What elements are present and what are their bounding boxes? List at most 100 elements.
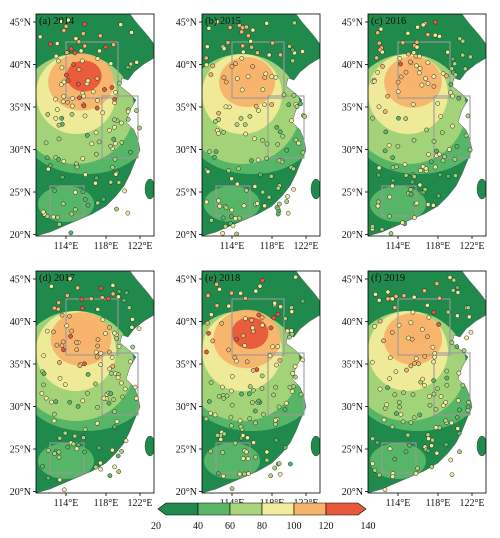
monitoring-station: [450, 123, 455, 129]
monitoring-station: [288, 461, 293, 467]
monitoring-station: [275, 311, 281, 317]
monitoring-station: [217, 203, 223, 209]
map-land: [368, 14, 486, 236]
monitoring-station: [250, 368, 256, 373]
monitoring-station: [387, 376, 392, 381]
monitoring-station: [123, 438, 129, 444]
monitoring-station: [466, 400, 472, 405]
monitoring-station: [97, 33, 103, 39]
monitoring-station: [395, 89, 401, 95]
monitoring-station: [376, 297, 382, 303]
lat-tick-label: 20°N: [176, 230, 197, 241]
monitoring-station: [415, 465, 420, 471]
monitoring-station: [216, 110, 221, 116]
monitoring-station: [216, 131, 221, 136]
monitoring-station: [252, 184, 258, 189]
monitoring-station: [111, 136, 117, 142]
monitoring-station: [108, 143, 113, 149]
monitoring-station: [290, 371, 296, 376]
monitoring-station: [456, 95, 462, 101]
monitoring-station: [449, 420, 454, 426]
monitoring-station: [427, 402, 433, 408]
monitoring-station: [46, 448, 51, 453]
monitoring-station: [434, 281, 440, 286]
monitoring-station: [242, 343, 248, 348]
monitoring-station: [44, 155, 50, 161]
map-panels: (a) 2014 20°N 25°N 30°N 35°N 40°N 45°N 114°E 118…: [10, 13, 487, 509]
monitoring-station: [412, 361, 417, 366]
panel-frame: [367, 270, 487, 494]
lat-tick-label: 40°N: [342, 60, 363, 71]
monitoring-station: [74, 446, 80, 452]
monitoring-station: [455, 398, 461, 403]
colorbar-tick-label: 100: [287, 521, 302, 532]
monitoring-station: [385, 93, 390, 99]
concentration-zone: [370, 443, 426, 479]
monitoring-station: [390, 178, 396, 184]
monitoring-station: [385, 289, 391, 295]
monitoring-station: [95, 200, 101, 206]
monitoring-station: [116, 294, 121, 300]
monitoring-station: [69, 211, 74, 217]
taiwan-island: [144, 435, 154, 457]
monitoring-station: [386, 142, 392, 148]
colorbar-segment: [261, 502, 295, 516]
monitoring-station: [61, 158, 67, 164]
panel-title: (b) 2015: [205, 16, 241, 27]
monitoring-station: [468, 329, 474, 335]
monitoring-station: [238, 116, 244, 121]
monitoring-station: [247, 384, 253, 389]
monitoring-station: [373, 291, 378, 297]
monitoring-station: [77, 95, 82, 101]
monitoring-station: [229, 64, 235, 69]
monitoring-station: [109, 355, 115, 360]
monitoring-station: [223, 223, 228, 229]
taiwan-island: [144, 178, 154, 200]
map-panel-c: (c) 2016 20°N 25°N 30°N 35°N 40°N 45°N 114°E 118…: [342, 13, 487, 252]
monitoring-station: [408, 191, 414, 197]
monitoring-station: [236, 23, 242, 28]
monitoring-station: [82, 427, 88, 432]
monitoring-station: [82, 361, 87, 367]
monitoring-station: [433, 406, 439, 412]
monitoring-station: [64, 72, 69, 78]
monitoring-station: [440, 71, 446, 76]
monitoring-station: [254, 201, 260, 206]
monitoring-station: [95, 56, 101, 61]
monitoring-station: [237, 471, 243, 477]
lat-tick-label: 35°N: [342, 103, 363, 114]
map-land: [202, 14, 320, 236]
monitoring-station: [298, 101, 303, 107]
monitoring-station: [56, 136, 62, 142]
monitoring-station: [205, 293, 211, 298]
monitoring-station: [374, 440, 380, 445]
monitoring-station: [237, 418, 243, 424]
monitoring-station: [468, 54, 473, 60]
monitoring-station: [115, 453, 121, 459]
monitoring-station: [461, 348, 467, 353]
lat-tick-label: 25°N: [176, 445, 197, 456]
monitoring-station: [129, 324, 135, 330]
monitoring-station: [76, 442, 81, 448]
monitoring-station: [260, 189, 266, 195]
monitoring-station: [267, 353, 273, 359]
monitoring-station: [251, 387, 256, 393]
monitoring-station: [108, 391, 114, 396]
monitoring-station: [81, 435, 86, 440]
monitoring-station: [387, 213, 392, 219]
monitoring-station: [465, 113, 471, 119]
monitoring-station: [454, 144, 460, 149]
monitoring-station: [437, 172, 443, 178]
colorbar-segment: [157, 502, 199, 516]
monitoring-station: [375, 203, 381, 209]
monitoring-station: [221, 46, 227, 51]
monitoring-station: [370, 436, 375, 442]
monitoring-station: [438, 114, 444, 119]
monitoring-station: [93, 180, 98, 186]
map-panel-b: (b) 2015 20°N 25°N 30°N 35°N 40°N 45°N 114°E 118…: [176, 13, 321, 252]
ocean-mask: [202, 271, 320, 493]
monitoring-station: [376, 40, 382, 46]
monitoring-station: [444, 73, 449, 79]
monitoring-station: [117, 80, 122, 86]
concentration-zone: [401, 319, 431, 347]
